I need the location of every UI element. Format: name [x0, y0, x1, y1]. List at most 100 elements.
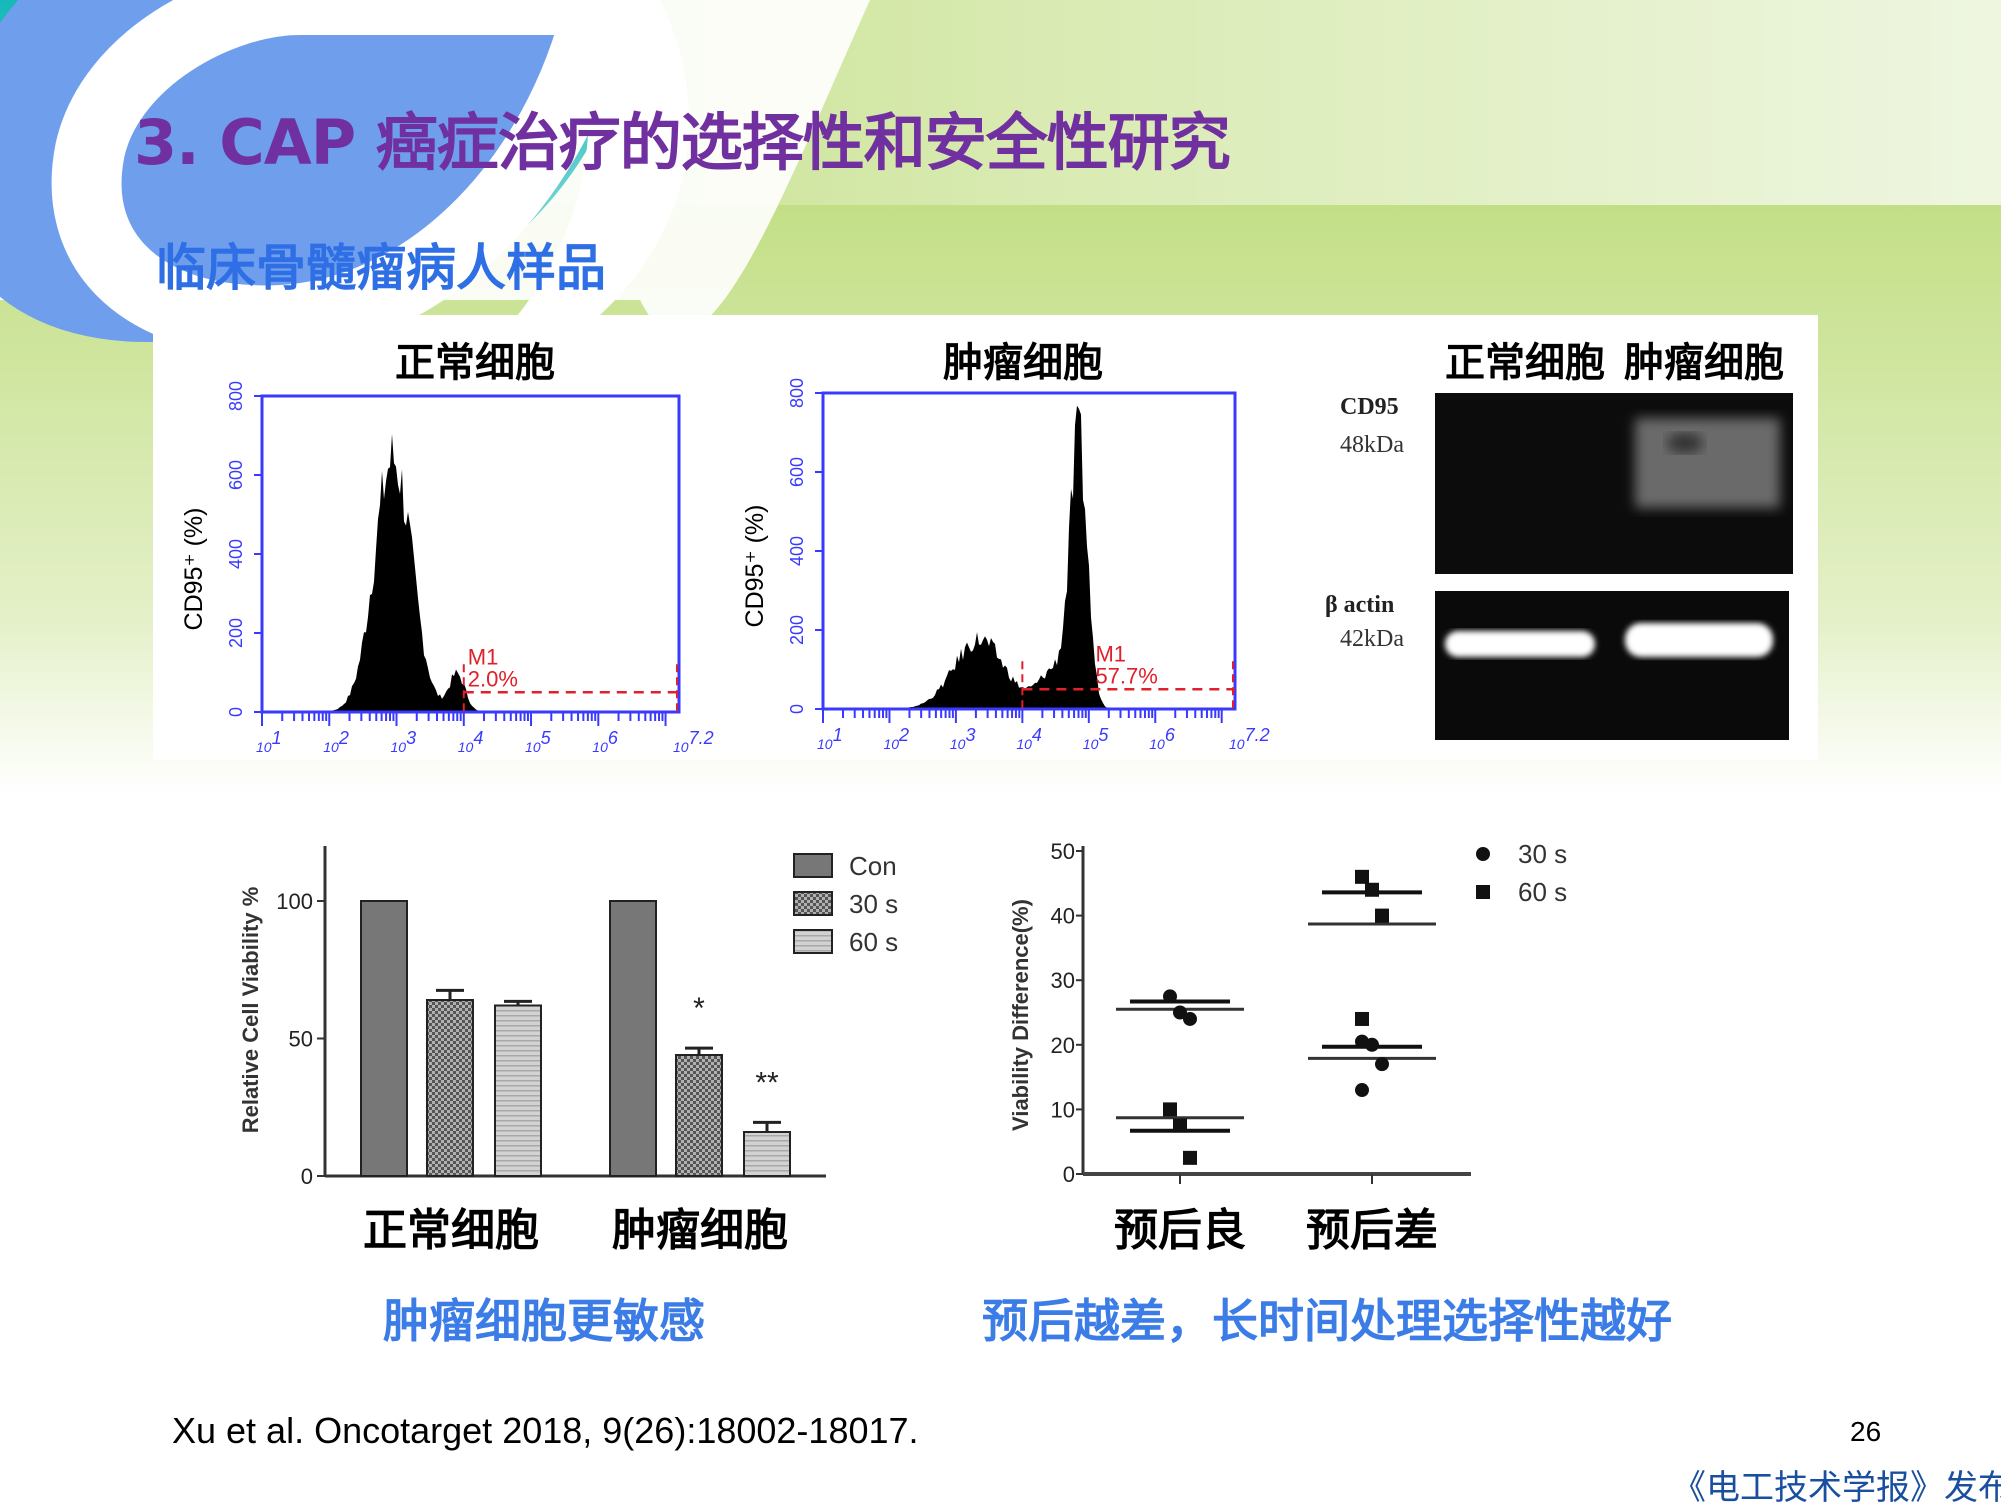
data-point-square	[1375, 908, 1389, 923]
slide-title: 3. CAP 癌症治疗的选择性和安全性研究	[134, 106, 1231, 179]
x-tick-label: 105	[525, 728, 552, 755]
data-point-circle	[1365, 1037, 1379, 1052]
x-category-label: 预后差	[1306, 1206, 1438, 1255]
cd95-label: CD95	[1340, 394, 1399, 420]
significance-marker: *	[693, 992, 705, 1025]
x-tick-label: 102	[883, 725, 909, 752]
gate-percentage: 2.0%	[468, 666, 518, 691]
x-tick-label: 101	[817, 725, 843, 752]
legend-label: Con	[849, 851, 897, 881]
data-point-square	[1183, 1150, 1197, 1165]
x-tick-base: 10	[950, 736, 966, 752]
significance-marker: **	[755, 1066, 779, 1099]
x-tick-base: 10	[256, 739, 272, 755]
legend-marker-circle	[1476, 847, 1490, 861]
y-tick-label: 10	[1051, 1097, 1075, 1122]
x-tick-label: 103	[950, 725, 976, 752]
legend-label: 60 s	[849, 927, 898, 957]
legend-swatch	[793, 891, 833, 916]
histogram-normal-title: 正常细胞	[395, 340, 555, 386]
actin-label: β actin	[1325, 592, 1395, 618]
y-tick-label: 0	[1063, 1162, 1075, 1187]
x-tick-exponent: 2	[338, 728, 349, 748]
y-tick-label: 100	[276, 889, 313, 914]
y-axis-label: CD95⁺ (%)	[180, 508, 208, 631]
x-tick-base: 10	[1083, 736, 1099, 752]
actin-band-tumor	[1625, 623, 1773, 657]
data-point-circle	[1375, 1057, 1389, 1072]
y-axis-label: CD95⁺ (%)	[741, 505, 769, 628]
x-tick-base: 10	[458, 739, 474, 755]
y-tick-label: 200	[226, 618, 246, 648]
bar	[426, 999, 474, 1177]
legend-swatch	[793, 929, 833, 954]
page-number: 26	[1850, 1416, 1882, 1447]
scatter-chart: 0 10 20 30 40 50 Viability Difference(%) 预后良 预后差…	[1008, 839, 1567, 1255]
cd95-band-tumor	[1635, 418, 1780, 508]
y-tick-label: 400	[787, 536, 807, 566]
x-tick-base: 10	[673, 739, 689, 755]
actin-size-label: 42kDa	[1340, 626, 1404, 652]
legend-swatch	[793, 853, 833, 878]
x-tick-base: 10	[1229, 736, 1245, 752]
x-tick-base: 10	[1149, 736, 1165, 752]
x-tick-base: 10	[592, 739, 608, 755]
caption-right: 预后越差，长时间处理选择性越好	[982, 1294, 1672, 1348]
legend-label: 60 s	[1518, 877, 1567, 907]
x-tick-base: 10	[1016, 736, 1032, 752]
x-tick-exponent: 1	[833, 725, 843, 745]
y-tick-label: 800	[787, 378, 807, 408]
x-tick-label: 103	[391, 728, 417, 755]
bar	[609, 900, 657, 1177]
x-tick-exponent: 4	[1032, 725, 1042, 745]
bar	[360, 900, 408, 1177]
data-point-square	[1355, 1011, 1369, 1026]
data-point-circle	[1163, 989, 1177, 1004]
x-tick-base: 10	[525, 739, 541, 755]
data-point-circle	[1183, 1011, 1197, 1026]
x-tick-exponent: 5	[541, 728, 552, 748]
x-category-label: 肿瘤细胞	[612, 1206, 788, 1255]
histogram-fill	[262, 434, 679, 712]
y-tick-label: 800	[226, 381, 246, 411]
gate-percentage: 57.7%	[1095, 663, 1157, 688]
cd95-size-label: 48kDa	[1340, 432, 1404, 458]
x-tick-exponent: 5	[1098, 725, 1109, 745]
data-point-square	[1173, 1118, 1187, 1133]
y-tick-label: 50	[289, 1027, 313, 1052]
legend-label: 30 s	[849, 889, 898, 919]
actin-band-normal	[1445, 631, 1595, 657]
bar-chart-group: 0 50 100 Relative Cell Viability % 正常细胞 肿瘤细胞 *…	[238, 846, 898, 1255]
bar	[675, 1054, 723, 1177]
x-tick-exponent: 3	[406, 728, 416, 748]
y-tick-label: 20	[1051, 1033, 1075, 1058]
bar	[743, 1131, 791, 1177]
y-axis-label: Viability Difference(%)	[1008, 899, 1033, 1131]
x-tick-base: 10	[883, 736, 899, 752]
y-tick-label: 400	[226, 539, 246, 569]
y-axis-label: Relative Cell Viability %	[238, 887, 263, 1134]
y-tick-label: 0	[226, 707, 246, 717]
x-tick-label: 101	[256, 728, 282, 755]
y-tick-label: 0	[787, 704, 807, 714]
y-tick-label: 200	[787, 615, 807, 645]
y-tick-label: 40	[1051, 904, 1075, 929]
histogram-tumor-title: 肿瘤细胞	[943, 340, 1103, 386]
x-tick-exponent: 3	[965, 725, 975, 745]
x-tick-label: 106	[1149, 725, 1176, 752]
y-tick-label: 0	[301, 1164, 313, 1189]
data-point-square	[1365, 882, 1379, 897]
x-category-label: 预后良	[1114, 1206, 1246, 1255]
bar	[494, 1004, 542, 1177]
publisher-note: 《电工技术学报》发布	[1672, 1470, 2001, 1507]
x-tick-exponent: 1	[272, 728, 282, 748]
x-tick-exponent: 6	[1165, 725, 1176, 745]
data-point-square	[1163, 1102, 1177, 1117]
x-category-label: 正常细胞	[363, 1206, 539, 1255]
legend-marker-square	[1476, 885, 1490, 899]
y-tick-label: 30	[1051, 968, 1075, 993]
